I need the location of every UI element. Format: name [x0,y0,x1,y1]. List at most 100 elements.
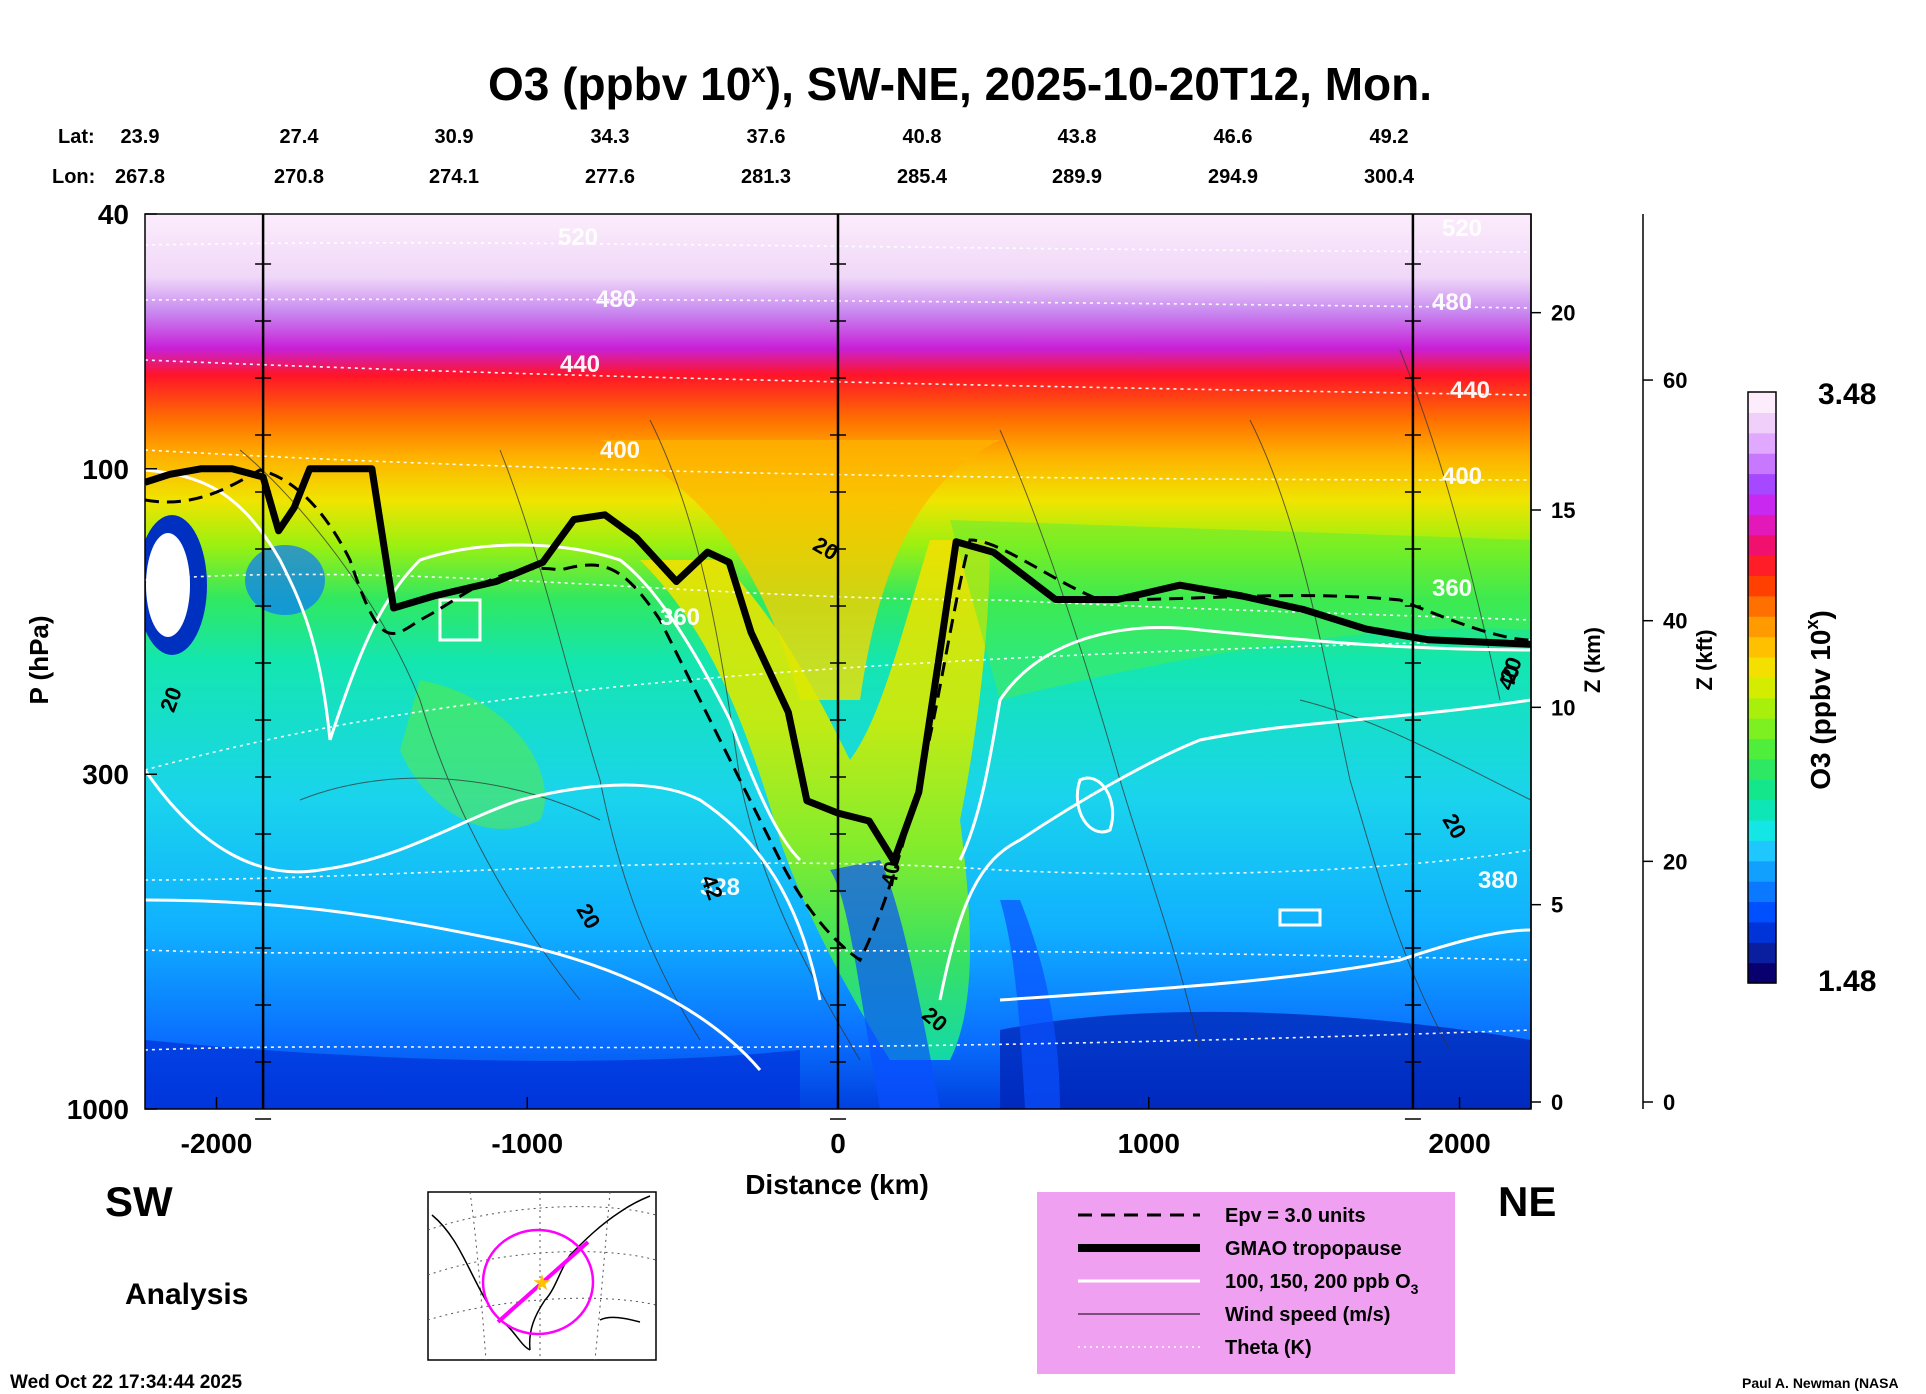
theta-contour-label: 360 [1432,575,1472,602]
theta-contour-label: 440 [560,351,600,378]
theta-contour-label: 520 [1442,215,1482,242]
theta-contour-360 [145,573,1531,621]
region-sw-label: SW [105,1178,173,1225]
legend-label: Wind speed (m/s) [1225,1304,1390,1326]
o3-contour-island-1 [438,598,482,642]
lon-value: 289.9 [1052,166,1102,188]
z-km-tick-label: 20 [1551,301,1575,326]
legend-label-text: Epv = 3.0 units [1225,1205,1366,1227]
wind-contour-5 [1249,419,1451,1051]
colorbar-swatch [1748,392,1776,413]
colorbar-swatch [1748,697,1776,719]
inset-map-frame [427,1191,657,1361]
y-tick-label: 40 [98,199,129,230]
legend-label-text: Theta (K) [1225,1337,1312,1359]
colorbar-title: O3 (ppbv 10x) [1802,610,1836,790]
inset-map-graticule [427,1191,657,1361]
lon-value: 300.4 [1364,166,1415,188]
colorbar-swatch [1748,493,1776,515]
footer-timestamp: Wed Oct 22 17:34:44 2025 [10,1372,242,1393]
colorbar-swatch [1748,616,1776,638]
graticule-lon-1 [469,1191,487,1361]
ozone-upper-dip-region [600,440,1000,700]
region-ne-label: NE [1498,1178,1556,1225]
lower-blue-region-right [1000,1011,1531,1109]
z-kft-axis: 0 20 40 60 [1642,214,1687,1115]
theta-contour-label: 360 [660,604,700,631]
y-tick-label: 300 [82,759,129,790]
theta-contour-label: 400 [1442,463,1482,490]
colorbar-swatch [1748,942,1776,964]
legend-label: Epv = 3.0 units [1225,1205,1366,1227]
colorbar-title-close: ) [1805,610,1836,619]
lon-value: 277.6 [585,166,635,188]
colorbar-swatch [1748,840,1776,862]
colorbar-min-label: 1.48 [1818,965,1876,998]
lat-value: 23.9 [121,126,160,148]
o3-contour-island-3 [1278,908,1322,927]
title-rest: ), SW-NE, 2025-10-20T12, Mon. [766,58,1432,110]
colorbar-swatch [1748,453,1776,475]
inset-map-circle [481,1228,595,1336]
colorbar-swatch [1748,799,1776,821]
colorbar-swatch [1748,860,1776,882]
x-tick-label: 2000 [1428,1128,1490,1159]
theta-contour-label: 480 [596,286,636,313]
theta-contour-480 [145,298,1531,309]
lon-row-label: Lon: [52,166,95,188]
colorbar-swatch [1748,656,1776,678]
theta-contour-label: 440 [1450,377,1490,404]
legend-label-text: GMAO tropopause [1225,1238,1402,1260]
colorbar-swatch [1748,555,1776,577]
green-blob-midleft [400,680,545,830]
theta-contour-330 [145,849,1531,881]
theta-contour-label: 400 [600,437,640,464]
lat-value: 43.8 [1058,126,1097,148]
colorbar-title-sup: x [1802,620,1822,630]
title-main: O3 (ppbv 10 [488,58,751,110]
x-tick-label: -1000 [491,1128,563,1159]
z-kft-tick-label: 40 [1663,609,1687,634]
inset-map-transect-line [496,1240,590,1324]
theta-contour-labels: 520 480 440 400 360 360 400 440 480 520 380 328 [558,215,1518,901]
theta-contour-440 [145,359,1531,396]
colorbar-swatch [1748,779,1776,801]
analysis-label: Analysis [125,1278,248,1311]
blue-anomaly-2 [245,545,325,615]
wind-contour-1 [239,449,581,1001]
z-km-tick-label: 10 [1551,695,1575,720]
lon-value: 281.3 [741,166,791,188]
z-km-axis: 0 5 10 15 20 [1530,214,1575,1115]
theta-contour-label: 520 [558,224,598,251]
legend-label-text: 100, 150, 200 ppb O [1225,1271,1411,1293]
legend-box: Epv = 3.0 units GMAO tropopause 100, 150, … [1037,1192,1455,1374]
inset-map-coastline [431,1195,651,1351]
colorbar-swatch [1748,412,1776,434]
theta-contour-label: 380 [1478,867,1518,894]
z-km-tick-label: 15 [1551,498,1575,523]
blue-column-near-zero [830,860,940,1109]
colorbar-swatch [1748,432,1776,454]
lat-value: 34.3 [591,126,630,148]
lon-value: 294.9 [1208,166,1258,188]
colorbar-swatch [1748,718,1776,740]
o3-contour-100 [145,898,1531,1071]
legend-items: Epv = 3.0 units GMAO tropopause 100, 150, … [1078,1205,1419,1359]
z-kft-tick-label: 20 [1663,849,1687,874]
colorbar-swatch [1748,881,1776,903]
lat-value: 37.6 [747,126,786,148]
lon-value: 274.1 [429,166,479,188]
colorbar-swatch [1748,819,1776,841]
x-axis: -2000 -1000 0 1000 2000 [181,1097,1491,1159]
theta-contours [145,242,1531,1051]
colorbar-swatch [1748,636,1776,658]
colorbar-swatch [1748,738,1776,760]
colorbar-swatch [1748,595,1776,617]
z-kft-tick-label: 0 [1663,1090,1675,1115]
z-km-tick-label: 0 [1551,1090,1563,1115]
colorbar-swatch [1748,921,1776,943]
legend-label: Theta (K) [1225,1337,1312,1359]
z-km-tick-label: 5 [1551,893,1563,918]
graticule-lon-3 [594,1191,611,1361]
